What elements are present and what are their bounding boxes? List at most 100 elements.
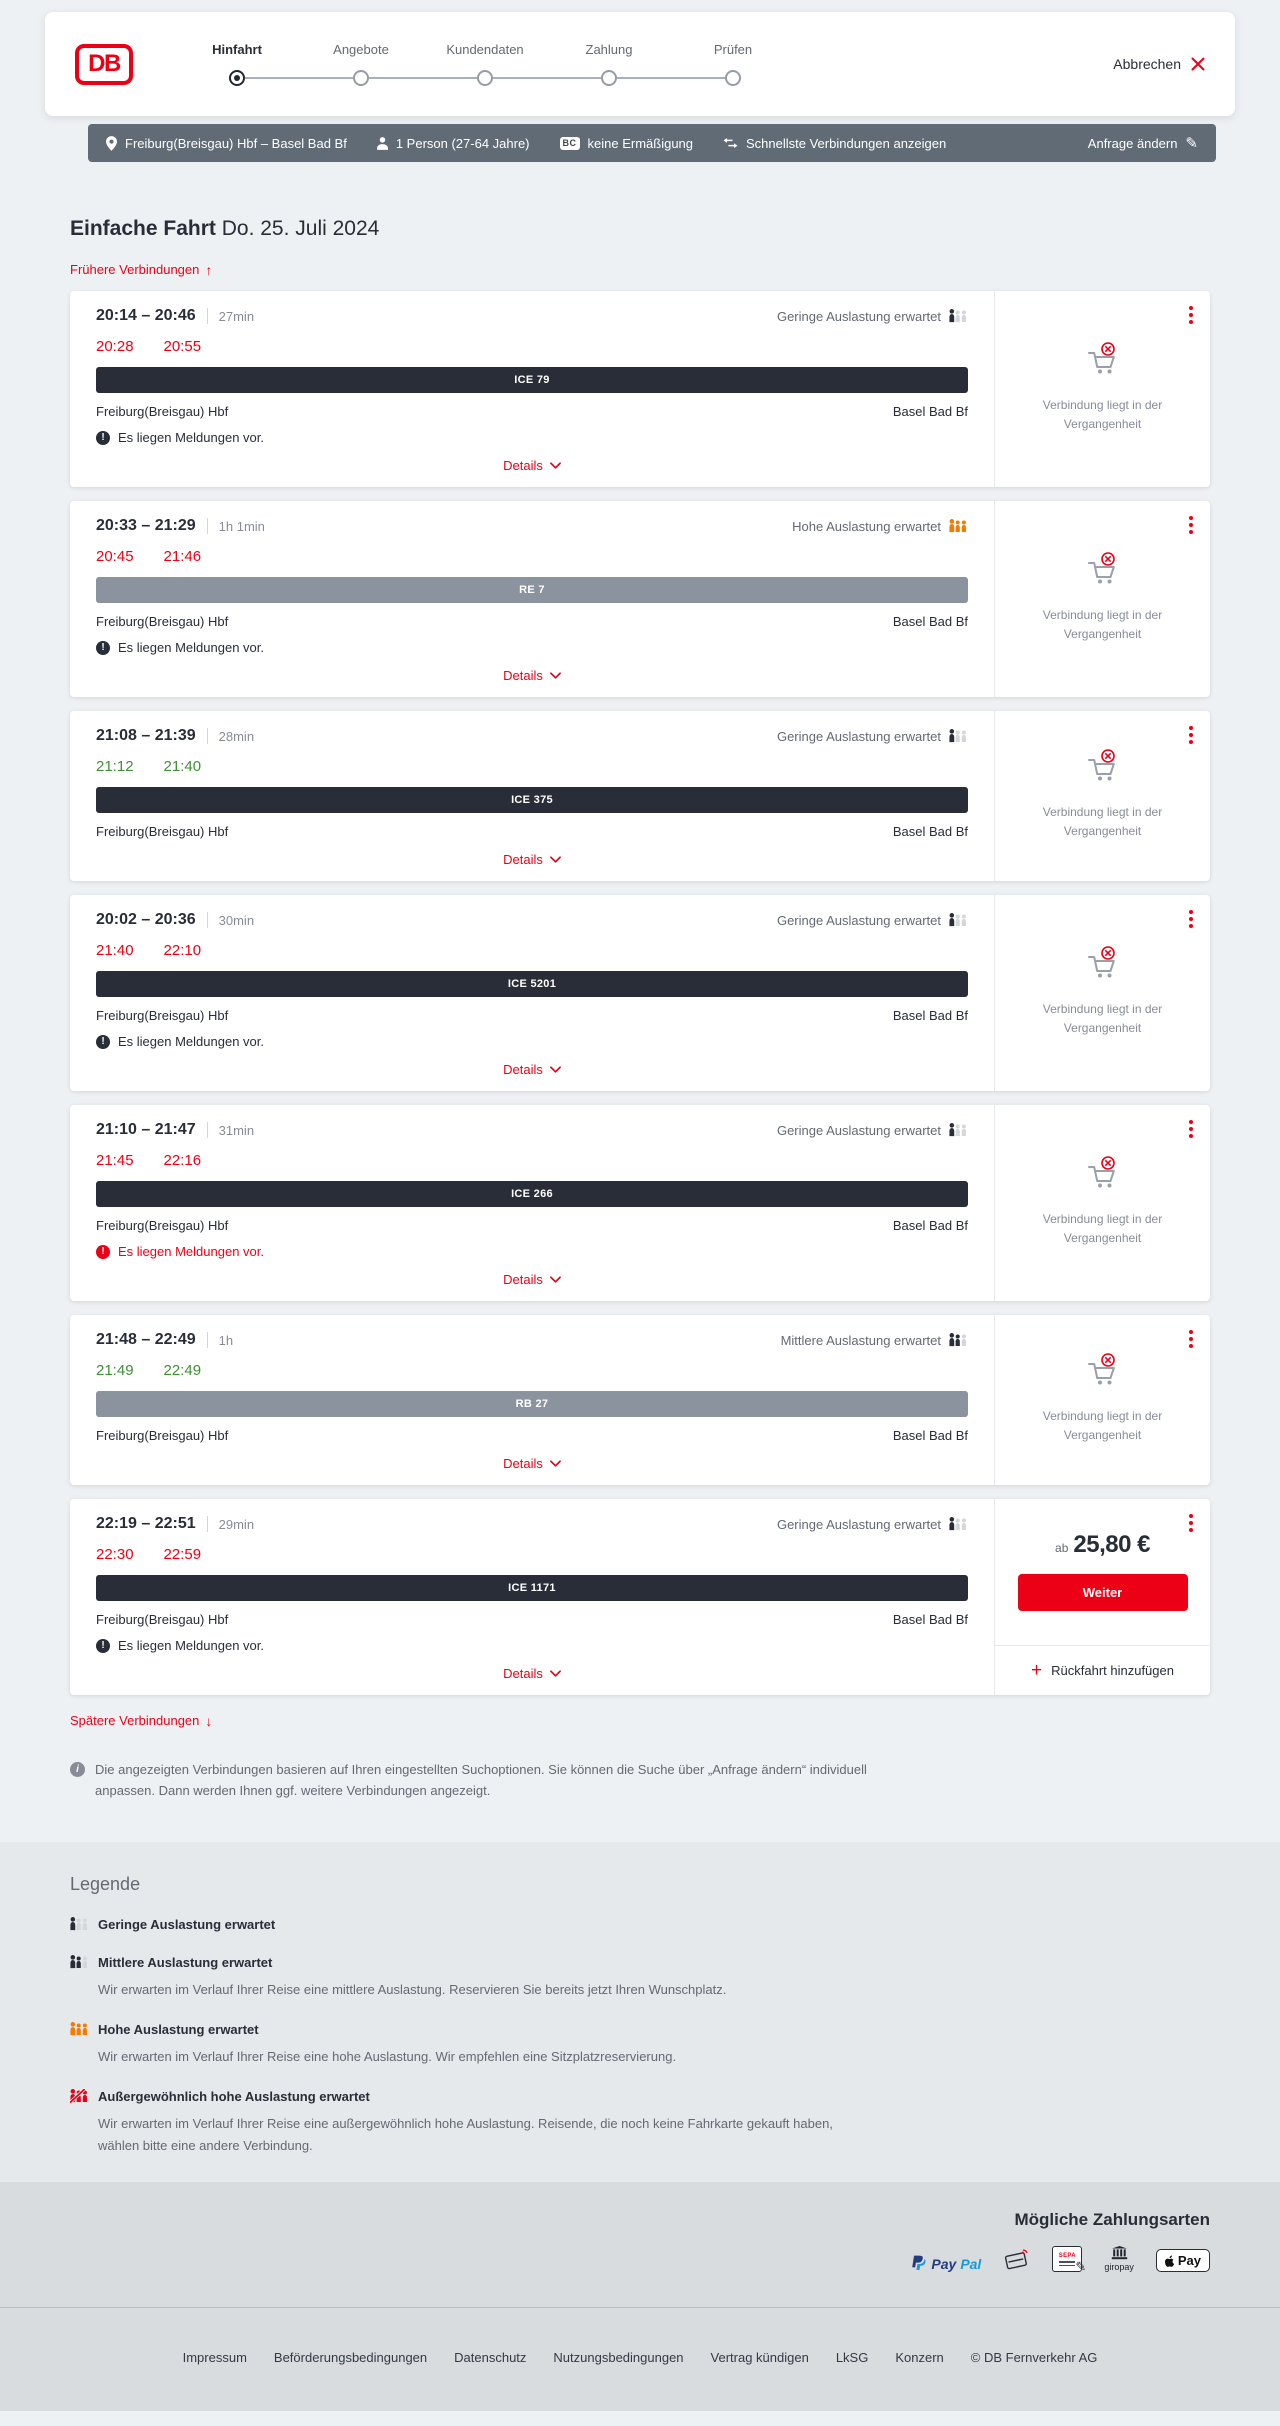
options-menu-button[interactable]: [1186, 1327, 1196, 1351]
fastest-connections-toggle[interactable]: Schnellste Verbindungen anzeigen: [723, 136, 946, 151]
edit-request-button[interactable]: Anfrage ändern ✎: [1087, 134, 1198, 152]
details-button[interactable]: Details: [503, 1666, 561, 1681]
app-header: DB Hinfahrt Angebote Kundendaten Zahlung…: [45, 12, 1235, 116]
details-button[interactable]: Details: [503, 458, 561, 473]
divider: [206, 518, 208, 534]
notice-text: Es liegen Meldungen vor.: [118, 1034, 264, 1049]
occupancy-icon: [70, 2022, 98, 2036]
occupancy-icon: [70, 1916, 98, 1931]
alert-icon: !: [96, 1638, 110, 1653]
actual-arrival-time: 21:46: [163, 548, 202, 565]
giropay-icon: giropay: [1104, 2246, 1134, 2272]
chevron-down-icon: [549, 1275, 561, 1284]
details-label: Details: [503, 458, 543, 473]
connection-duration: 1h 1min: [218, 518, 265, 534]
options-menu-button[interactable]: [1186, 303, 1196, 327]
connection-side-panel: Verbindung liegt in der Vergangenheit: [994, 501, 1210, 697]
details-button[interactable]: Details: [503, 668, 561, 683]
arrow-up-icon: ↑: [205, 261, 213, 278]
messages-notice: ! Es liegen Meldungen vor.: [96, 430, 968, 445]
stepper-step[interactable]: Zahlung: [547, 42, 671, 86]
stepper-step[interactable]: Prüfen: [671, 42, 795, 86]
connection-main: 20:02 – 20:36 30min Geringe Auslastung e…: [70, 895, 994, 1091]
alert-icon: !: [96, 1244, 110, 1259]
actual-times: 21:40 22:10: [96, 942, 968, 959]
footer-link[interactable]: Beförderungsbedingungen: [273, 2350, 428, 2366]
details-label: Details: [503, 852, 543, 867]
actual-times: 21:45 22:16: [96, 1152, 968, 1169]
footer-link[interactable]: Nutzungsbedingungen: [553, 2350, 684, 2366]
stepper-step[interactable]: Kundendaten: [423, 42, 547, 86]
footer-link[interactable]: Datenschutz: [454, 2350, 527, 2366]
notice-text: Es liegen Meldungen vor.: [118, 430, 264, 445]
details-button[interactable]: Details: [503, 1456, 561, 1471]
payment-icons: Pay Pal SEPA ✎: [912, 2246, 1210, 2274]
connection-card: 22:19 – 22:51 29min Geringe Auslastung e…: [70, 1499, 1210, 1695]
occupancy-icon: [949, 1333, 968, 1347]
footer-link[interactable]: Vertrag kündigen: [710, 2350, 809, 2366]
footer-link[interactable]: Konzern: [895, 2350, 944, 2366]
cancel-label: Abbrechen: [1113, 56, 1181, 72]
alert-icon: !: [96, 1034, 110, 1049]
location-pin-icon: [106, 135, 117, 151]
offer-panel: ab 25,80 € Weiter + Rückfahrt hinzufügen: [995, 1499, 1210, 1695]
discount-summary: BC keine Ermäßigung: [559, 136, 693, 151]
connection-time-range: 20:33 – 21:29: [96, 517, 196, 534]
info-icon: i: [70, 1762, 85, 1777]
chevron-down-icon: [549, 1669, 561, 1678]
legend-heading: Legende: [70, 1873, 141, 1894]
options-menu-button[interactable]: [1186, 513, 1196, 537]
past-connection-panel: Verbindung liegt in der Vergangenheit: [995, 291, 1210, 487]
paypal-logo-icon: Pay Pal: [912, 2255, 981, 2272]
add-return-button[interactable]: + Rückfahrt hinzufügen: [1031, 1646, 1174, 1695]
connection-time-range: 21:48 – 22:49: [96, 1331, 196, 1348]
train-line-bar: ICE 266: [96, 1181, 968, 1207]
connection-duration: 27min: [218, 308, 255, 324]
origin-station: Freiburg(Breisgau) Hbf: [96, 824, 229, 839]
cancel-button[interactable]: Abbrechen: [1113, 56, 1205, 72]
details-button[interactable]: Details: [503, 1062, 561, 1077]
legend-item-title: Außergewöhnlich hohe Auslastung erwartet: [98, 2089, 370, 2105]
origin-station: Freiburg(Breisgau) Hbf: [96, 1612, 229, 1627]
chevron-down-icon: [549, 855, 561, 864]
footer-link[interactable]: Impressum: [182, 2350, 247, 2366]
past-connection-panel: Verbindung liegt in der Vergangenheit: [995, 1105, 1210, 1301]
details-button[interactable]: Details: [503, 1272, 561, 1287]
legend-item: Mittlere Auslastung erwartet Wir erwarte…: [70, 1955, 1210, 2000]
train-line-bar: ICE 5201: [96, 971, 968, 997]
options-menu-button[interactable]: [1186, 723, 1196, 747]
actual-times: 21:49 22:49: [96, 1362, 968, 1379]
divider: [206, 1122, 208, 1138]
connection-main: 20:14 – 20:46 27min Geringe Auslastung e…: [70, 291, 994, 487]
occupancy-icon: [70, 1954, 98, 1969]
weiter-button[interactable]: Weiter: [1017, 1574, 1188, 1611]
options-menu-button[interactable]: [1186, 907, 1196, 931]
destination-station: Basel Bad Bf: [892, 824, 968, 839]
actual-times: 20:45 21:46: [96, 548, 968, 565]
footer-link[interactable]: LkSG: [835, 2350, 869, 2366]
connection-time-range: 21:08 – 21:39: [96, 727, 196, 744]
occupancy-label: Hohe Auslastung erwartet: [792, 518, 941, 534]
details-label: Details: [503, 1062, 543, 1077]
passenger-summary: 1 Person (27-64 Jahre): [376, 136, 530, 151]
later-connections-link[interactable]: Spätere Verbindungen ↓: [70, 1712, 213, 1729]
stepper-step[interactable]: Angebote: [299, 42, 423, 86]
destination-station: Basel Bad Bf: [892, 614, 968, 629]
earlier-connections-link[interactable]: Frühere Verbindungen ↑: [70, 261, 213, 278]
actual-departure-time: 21:40: [96, 942, 134, 959]
train-label: ICE 5201: [507, 978, 557, 990]
messages-notice: ! Es liegen Meldungen vor.: [96, 1638, 968, 1653]
swap-arrows-icon: [723, 137, 738, 149]
credit-card-icon: [1003, 2248, 1030, 2272]
close-icon: [1191, 57, 1205, 71]
options-menu-button[interactable]: [1186, 1511, 1196, 1535]
add-return-label: Rückfahrt hinzufügen: [1051, 1663, 1174, 1678]
destination-station: Basel Bad Bf: [892, 1218, 968, 1233]
legend-item-description: Wir erwarten im Verlauf Ihrer Reise eine…: [98, 2116, 833, 2153]
apple-pay-icon: Pay: [1155, 2249, 1210, 2273]
details-button[interactable]: Details: [503, 852, 561, 867]
stepper-step[interactable]: Hinfahrt: [175, 42, 299, 86]
step-dot-icon: [477, 70, 493, 86]
options-menu-button[interactable]: [1186, 1117, 1196, 1141]
occupancy-icon: [949, 1517, 968, 1531]
